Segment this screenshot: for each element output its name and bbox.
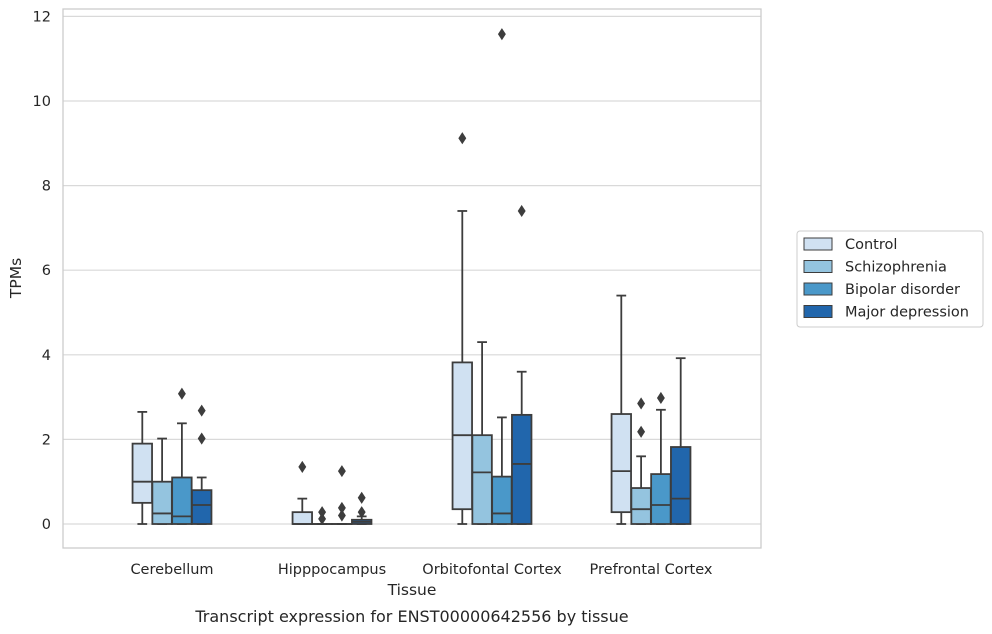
outlier-point <box>337 501 346 514</box>
box-control <box>291 460 313 525</box>
outlier-point <box>497 28 506 41</box>
legend-label: Schizophrenia <box>845 260 947 276</box>
box-series-group <box>131 28 692 525</box>
box-bipolar-disorder <box>491 28 513 525</box>
y-tick-label: 10 <box>33 94 51 110</box>
box-body <box>610 413 632 514</box>
outlier-point <box>637 425 646 438</box>
outlier-point <box>318 506 327 519</box>
legend-frame <box>796 230 984 328</box>
box-schizophrenia <box>151 437 173 525</box>
box-schizophrenia <box>471 341 493 525</box>
box-control <box>610 294 632 525</box>
outlier-point <box>637 397 646 410</box>
outlier-point <box>298 460 307 473</box>
box-body <box>630 487 652 525</box>
legend-label: Major depression <box>845 305 969 321</box>
y-tick-label: 6 <box>42 263 51 279</box>
x-tick-label: Orbitofontal Cortex <box>422 562 562 578</box>
box-body <box>471 434 493 525</box>
box-schizophrenia <box>311 506 333 525</box>
plot-area-frame <box>62 8 762 549</box>
outlier-point <box>357 491 366 504</box>
outlier-point <box>197 432 206 445</box>
y-tick-label: 2 <box>42 432 51 448</box>
legend-label: Control <box>845 237 897 253</box>
box-body <box>491 475 513 525</box>
legend-swatch <box>803 305 833 318</box>
box-body <box>191 489 213 525</box>
legend-swatch <box>803 260 833 273</box>
box-major-depression <box>351 491 373 525</box>
x-tick-label: Cerebellum <box>130 562 213 578</box>
box-control <box>451 132 473 525</box>
outlier-point <box>197 404 206 417</box>
x-tick-label: Hipppocampus <box>278 562 386 578</box>
legend-label: Bipolar disorder <box>845 282 960 298</box>
box-body <box>670 446 692 525</box>
box-body <box>650 473 672 525</box>
box-body <box>291 511 313 525</box>
box-major-depression <box>191 404 213 525</box>
outlier-point <box>517 204 526 218</box>
legend-swatch <box>803 237 833 251</box>
box-major-depression <box>511 204 533 525</box>
outlier-point <box>318 512 327 525</box>
box-body <box>511 413 533 525</box>
outlier-point <box>337 509 346 522</box>
outlier-point <box>357 506 366 519</box>
x-tick-label: Prefrontal Cortex <box>590 562 713 578</box>
box-bipolar-disorder <box>171 387 193 525</box>
y-axis-title: TPMs <box>7 258 25 299</box>
outlier-point <box>458 132 467 145</box>
box-bipolar-disorder <box>650 391 672 525</box>
outlier-point <box>177 387 186 400</box>
box-body <box>151 480 173 525</box>
y-tick-label: 0 <box>42 517 51 533</box>
y-tick-labels: 0 2 4 6 8 10 12 <box>33 9 51 533</box>
x-tick-labels: Cerebellum Hipppocampus Orbitofontal Corte… <box>130 562 712 578</box>
box-control <box>131 411 153 525</box>
y-tick-label: 4 <box>42 348 51 364</box>
legend-swatch <box>803 282 833 296</box>
box-major-depression <box>670 357 692 525</box>
y-tick-label: 8 <box>42 179 51 195</box>
x-axis-title: Tissue <box>387 581 437 599</box>
box-body <box>131 442 153 504</box>
figure-caption: Transcript expression for ENST0000064255… <box>194 607 628 626</box>
outlier-point <box>656 391 665 404</box>
legend: Control Schizophrenia Bipolar disorder Majo… <box>796 230 984 328</box>
box-schizophrenia <box>630 397 652 525</box>
y-tick-label: 12 <box>33 9 51 25</box>
outlier-point <box>337 465 346 478</box>
